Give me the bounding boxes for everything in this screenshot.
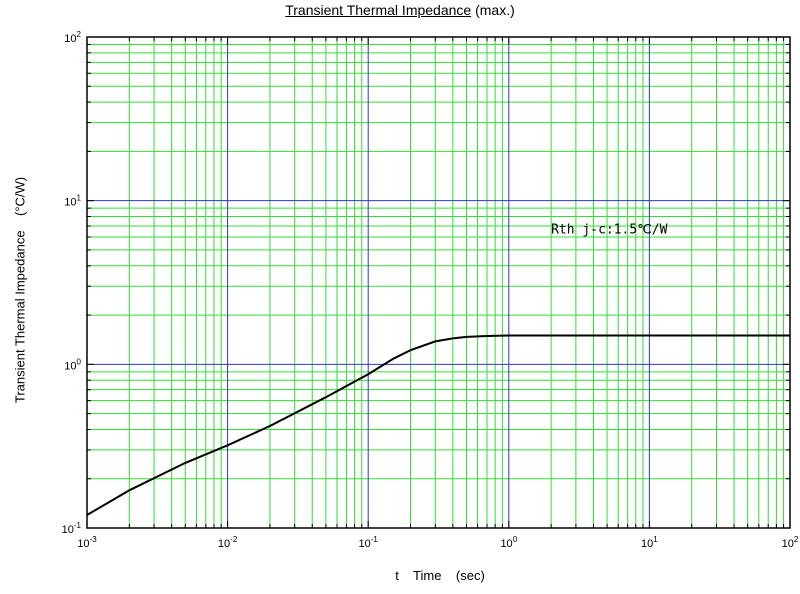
chart-title-main: Transient Thermal Impedance (285, 2, 472, 18)
x-tick-label: 10-3 (77, 535, 97, 550)
y-tick-label: 10-1 (62, 521, 82, 536)
plot-frame (86, 36, 791, 529)
chart-title: Transient Thermal Impedance (max.) (0, 2, 800, 18)
y-tick-label: 102 (64, 30, 81, 45)
x-tick-label: 10-2 (218, 535, 238, 550)
rth-annotation: Rth j-c:1.5℃/W (551, 223, 668, 238)
y-tick-label: 100 (64, 357, 81, 372)
x-tick-label: 101 (641, 535, 658, 550)
chart-title-suffix: (max.) (471, 2, 515, 18)
x-tick-label: 102 (782, 535, 799, 550)
x-axis-label: t Time (sec) (395, 568, 485, 583)
x-tick-label: 100 (500, 535, 517, 550)
thermal-impedance-curve (86, 334, 790, 516)
x-tick-label: 10-1 (359, 535, 379, 550)
y-tick-label: 101 (64, 194, 81, 209)
